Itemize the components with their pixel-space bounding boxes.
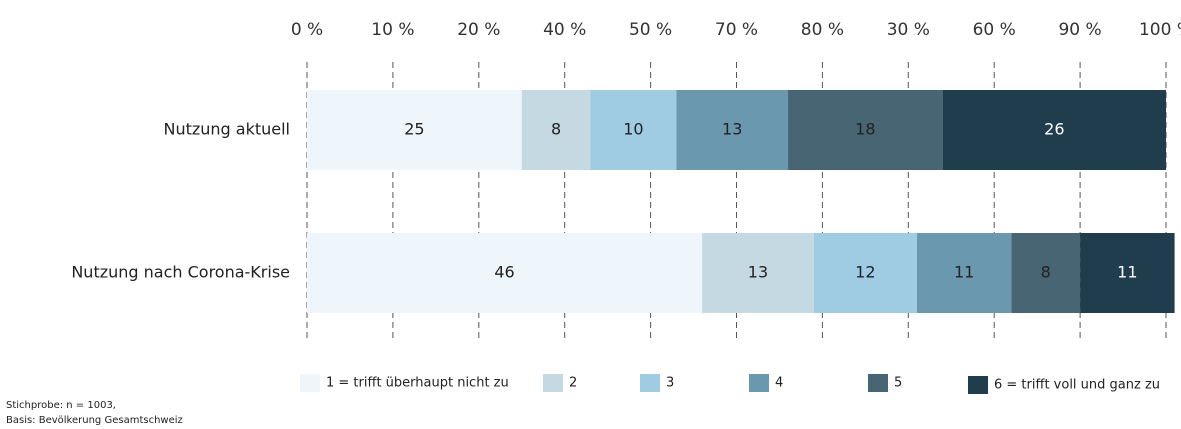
bar-segment [788, 90, 943, 170]
value-label: 26 [1044, 120, 1064, 139]
x-tick-label: 30 % [887, 20, 930, 40]
legend-swatch [868, 374, 888, 392]
bar-segment [521, 90, 591, 170]
x-tick-label: 80 % [801, 20, 844, 40]
legend-label: 4 [775, 376, 783, 391]
note: Stichprobe: n = 1003, [6, 400, 116, 411]
legend-swatch [749, 374, 769, 392]
value-label: 11 [1117, 263, 1137, 282]
value-label: 11 [954, 263, 974, 282]
bar-segment [307, 233, 703, 313]
bar-segment [1080, 233, 1175, 313]
value-label: 46 [494, 263, 514, 282]
value-label: 13 [722, 120, 742, 139]
category-label: Nutzung aktuell [163, 120, 290, 139]
value-label: 13 [748, 263, 768, 282]
legend-swatch [543, 374, 563, 392]
x-tick-label: 90 % [1058, 20, 1101, 40]
x-tick-label: 40 % [543, 20, 586, 40]
legend-label: 6 = trifft voll und ganz zu [994, 378, 1160, 393]
value-label: 18 [855, 120, 875, 139]
x-tick-label: 60 % [973, 20, 1016, 40]
value-label: 25 [404, 120, 424, 139]
legend-label: 1 = trifft überhaupt nicht zu [326, 376, 509, 391]
bar-segment [942, 90, 1166, 170]
category-label: Nutzung nach Corona-Krise [71, 263, 290, 282]
note: Basis: Bevölkerung Gesamtschweiz [6, 415, 183, 426]
x-tick-label: 20 % [457, 20, 500, 40]
value-label: 8 [1041, 263, 1051, 282]
legend-swatch [968, 376, 988, 394]
bar-segment [307, 90, 522, 170]
x-tick-label: 50 % [629, 20, 672, 40]
x-tick-label: 100 % [1139, 20, 1181, 40]
value-label: 8 [551, 120, 561, 139]
value-label: 10 [623, 120, 643, 139]
bar-segment [813, 233, 917, 313]
value-label: 12 [855, 263, 875, 282]
bar-segment [702, 233, 814, 313]
bar-segment [590, 90, 677, 170]
legend-label: 2 [569, 376, 577, 391]
x-tick-label: 0 % [291, 20, 323, 40]
legend-label: 5 [894, 376, 902, 391]
x-tick-label: 10 % [371, 20, 414, 40]
bar-segment [916, 233, 1012, 313]
legend-swatch [640, 374, 660, 392]
legend-label: 3 [666, 376, 674, 391]
x-tick-label: 70 % [715, 20, 758, 40]
legend-swatch [300, 374, 320, 392]
bar-segment [1011, 233, 1081, 313]
bar-segment [676, 90, 789, 170]
